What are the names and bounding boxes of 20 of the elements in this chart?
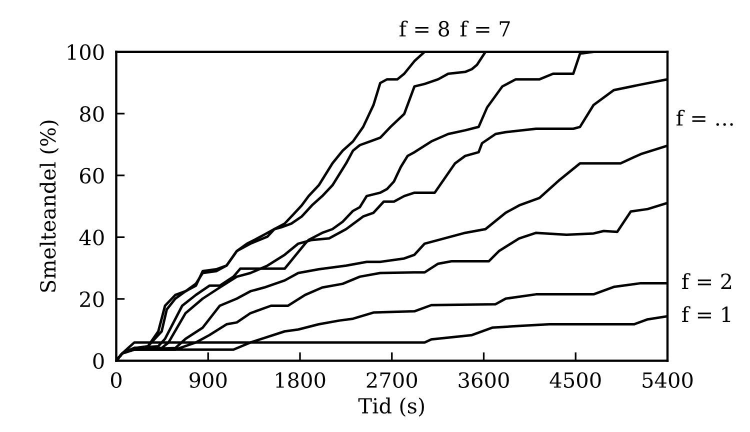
series-label: f = 1 [682, 306, 730, 322]
x-tick-label: 0 [110, 372, 122, 388]
y-axis-title: Smelteandel (%) [40, 120, 59, 292]
series-label: f = 7 [460, 20, 510, 36]
y-tick-label: 80 [80, 106, 104, 122]
series-label: f = 2 [682, 273, 732, 289]
series-label: f = 8 [400, 20, 450, 37]
x-tick-label: 900 [190, 372, 227, 388]
x-axis-title: Tid (s) [358, 398, 424, 417]
y-tick-label: 60 [80, 168, 104, 184]
y-tick-label: 40 [79, 230, 104, 246]
x-tick-label: 4500 [550, 372, 601, 388]
y-tick-label: 100 [68, 44, 104, 60]
text: f = … [676, 110, 733, 126]
x-tick-label: 2700 [366, 372, 417, 388]
x-tick-label: 1800 [276, 372, 326, 388]
y-tick-label: 0 [93, 353, 104, 369]
x-tick-label: 3600 [458, 372, 509, 388]
y-tick-label: 20 [80, 291, 104, 308]
x-tick-label: 5400 [642, 372, 693, 388]
